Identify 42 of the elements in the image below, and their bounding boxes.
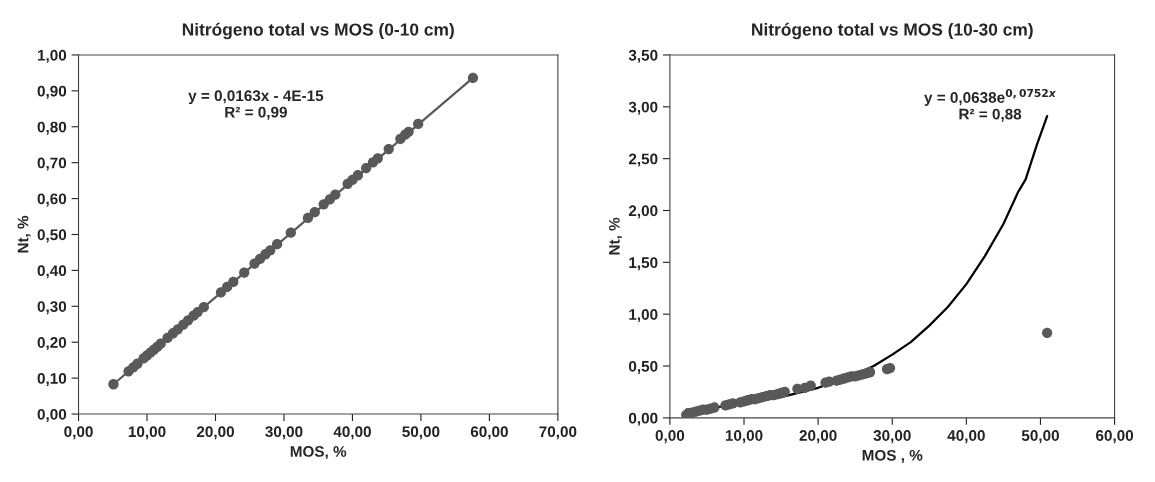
y-tick-label: 0,70	[37, 157, 67, 171]
x-tick-label: 70,00	[539, 426, 577, 440]
y-tick-label: 0,00	[628, 412, 658, 426]
y-tick-label: 0,00	[37, 408, 67, 422]
y-tick-label: 1,00	[629, 309, 658, 323]
y-tick-label: 2,50	[628, 153, 658, 167]
x-tick-label: 60,00	[470, 426, 508, 440]
annotation: y = 0,0163x - 4E-15 R² = 0,99	[188, 90, 324, 120]
y-tick-label: 0,30	[37, 301, 67, 315]
y-tick-label: 0,40	[37, 265, 67, 279]
chart-title: Nitrógeno total vs MOS (10-30 cm)	[752, 22, 1033, 40]
x-tick-label: 50,00	[1021, 430, 1059, 444]
x-tick-label: 20,00	[196, 426, 234, 440]
x-tick-label: 10,00	[128, 426, 166, 440]
y-axis-title: Nt, %	[609, 217, 622, 255]
x-tick-label: 20,00	[799, 430, 837, 444]
y-tick-label: 1,50	[629, 257, 658, 271]
x-tick-label: 50,00	[402, 426, 440, 440]
x-axis-title: MOS, %	[290, 446, 347, 460]
y-tick-label: 0,50	[37, 229, 67, 243]
annotation: y = 0,0638e$^{0,0752x}$ R² = 0,88	[924, 88, 1056, 122]
y-tick-label: 0,10	[37, 373, 67, 387]
y-tick-label: 0,60	[37, 193, 67, 207]
y-tick-label: 1,00	[37, 49, 67, 63]
y-tick-label: 3,00	[628, 101, 658, 115]
x-tick-label: 30,00	[873, 430, 911, 444]
x-tick-label: 0,00	[64, 426, 93, 440]
y-tick-label: 0,20	[37, 337, 67, 351]
chart-title: Nitrógeno total vs MOS (0-10 cm)	[182, 22, 454, 40]
x-tick-label: 0,00	[655, 430, 685, 444]
y-tick-label: 0,50	[628, 360, 658, 374]
y-tick-label: 2,00	[628, 205, 658, 219]
y-tick-label: 0,80	[37, 121, 67, 135]
x-tick-label: 60,00	[1096, 430, 1134, 444]
y-tick-label: 3,50	[628, 49, 658, 63]
y-tick-label: 0,90	[37, 85, 67, 99]
x-axis-title: MOS , %	[862, 449, 923, 463]
y-axis-title: Nt, %	[17, 215, 31, 253]
x-tick-label: 30,00	[265, 426, 303, 440]
x-tick-label: 10,00	[725, 430, 763, 444]
x-tick-label: 40,00	[947, 430, 985, 444]
x-tick-label: 40,00	[333, 426, 371, 440]
